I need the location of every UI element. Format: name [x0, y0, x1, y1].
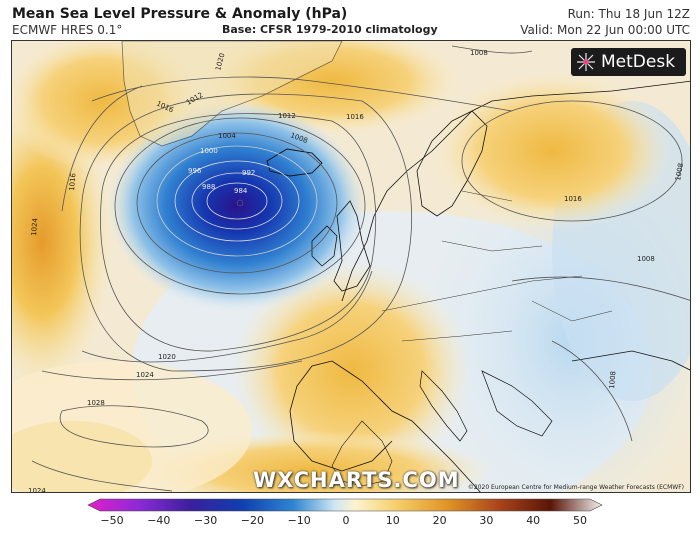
britain-coast [333, 200, 371, 292]
isobar-label: 1016 [346, 113, 364, 121]
iberia-interior [331, 420, 393, 487]
greenland-coast [121, 41, 343, 147]
metdesk-logo-text: MetDesk [601, 52, 676, 72]
pressure-map: 1008 1020 1016 1012 1004 1008 1012 1016 … [11, 40, 691, 493]
colorbar-tick-label: −10 [287, 514, 311, 527]
isobar-1016-west [61, 85, 143, 212]
isobar-label: 1008 [608, 371, 618, 389]
metdesk-star-icon [577, 53, 595, 71]
colorbar-gradient [87, 498, 603, 512]
header: Mean Sea Level Pressure & Anomaly (hPa) … [0, 0, 700, 40]
isobar-1008-se [551, 340, 633, 442]
watermark: WXCHARTS.COM [253, 468, 460, 492]
isobar-label: 996 [188, 167, 202, 175]
isobar-996 [156, 145, 318, 257]
metdesk-logo: MetDesk [571, 48, 686, 76]
isobar-1008 [100, 113, 377, 352]
isobar-1024-sw [31, 460, 173, 492]
isobar-1000 [136, 132, 338, 274]
isobar-1028 [59, 405, 209, 448]
isobar-988 [191, 172, 283, 230]
map-canvas: 1008 1020 1016 1012 1004 1008 1012 1016 … [12, 41, 690, 493]
isobar-1024 [41, 360, 303, 381]
valid-time: Valid: Mon 22 Jun 00:00 UTC [520, 23, 690, 37]
isobar-1008-north [451, 45, 533, 54]
isobar-label: 1012 [278, 112, 296, 120]
low-center-marker [236, 199, 244, 207]
scandinavia-coast [416, 110, 488, 217]
isobar-label: 1024 [28, 487, 46, 493]
climatology-base: Base: CFSR 1979-2010 climatology [222, 23, 438, 36]
isobar-label: 1016 [564, 195, 582, 203]
map-title: Mean Sea Level Pressure & Anomaly (hPa) [12, 6, 348, 22]
colorbar-tick-label: −50 [100, 514, 124, 527]
isobar-1016-north [91, 76, 513, 112]
balkans-coast [481, 370, 553, 437]
colorbar-tick-label: 40 [526, 514, 541, 527]
isobar-1016-east [461, 100, 683, 222]
isobar-1004 [114, 117, 366, 295]
isobar-1020 [81, 270, 373, 363]
colorbar-tick-label: −40 [147, 514, 171, 527]
iceland-coast [266, 148, 323, 177]
colorbar-tick-label: 50 [573, 514, 587, 527]
ireland-coast [311, 225, 338, 267]
colorbar-tick-label: −20 [240, 514, 264, 527]
isobar-1008-east [511, 276, 690, 301]
isobar-984 [206, 182, 268, 220]
isobar-1012 [79, 93, 413, 372]
run-time: Run: Thu 18 Jun 12Z [567, 7, 690, 21]
country-borders [381, 190, 613, 342]
isobar-label: 1008 [470, 49, 488, 57]
isobar-label: 1016 [68, 172, 78, 191]
colorbar-tick-label: 10 [385, 514, 400, 527]
model-label: ECMWF HRES 0.1° [12, 23, 123, 37]
isobar-label: 1024 [136, 371, 154, 379]
isobar-label: 1020 [158, 353, 176, 361]
europe-coastline [289, 80, 690, 492]
isobar-label: 984 [234, 187, 248, 195]
colorbar-tick-label: 0 [342, 514, 350, 527]
black-sea-coast [571, 350, 690, 371]
isobar-label: 1004 [218, 132, 236, 140]
colorbar-tick-label: 30 [479, 514, 494, 527]
colorbar-tick-label: −30 [193, 514, 218, 527]
isobar-label: 1008 [637, 255, 655, 263]
colorbar: −50 −40 −30 −20 −10 0 10 20 30 40 50 [0, 495, 700, 536]
isobar-label: 992 [242, 169, 255, 177]
colorbar-tick-label: 20 [432, 514, 447, 527]
isobar-label: 1000 [200, 147, 218, 155]
isobar-992 [174, 160, 300, 242]
isobar-label: 988 [202, 183, 215, 191]
isobar-label: 1024 [30, 217, 40, 236]
italy-coast [419, 370, 468, 442]
isobar-label: 1008 [674, 162, 685, 181]
isobar-label: 1028 [87, 399, 105, 407]
copyright-notice: ©2020 European Centre for Medium-range W… [467, 484, 684, 491]
isobar-lines [31, 45, 690, 492]
